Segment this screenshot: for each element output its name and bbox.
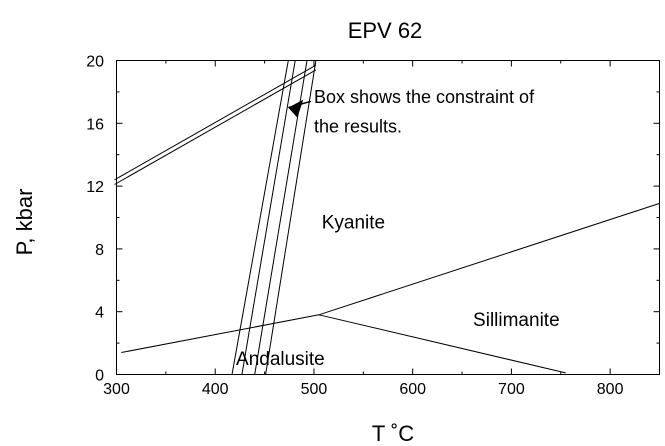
y-tick-label: 8 [95, 242, 104, 259]
y-axis-label: P, kbar [12, 189, 37, 256]
plot-frame [116, 60, 660, 375]
arrow-head [288, 99, 304, 118]
x-tick-label: 600 [399, 381, 426, 398]
boundary-line-6 [241, 60, 296, 375]
annotation-label: Sillimanite [473, 310, 560, 331]
y-tick-label: 4 [95, 305, 104, 322]
region-labels: Kyanite Sillimanite Andalusite Box shows th… [236, 87, 560, 370]
boundary-line-4 [114, 64, 317, 181]
y-tick-label: 20 [86, 54, 104, 71]
boundary-line-8 [265, 60, 317, 375]
axis-ticks: 300 400 500 600 700 800 0 4 8 12 16 20 [86, 54, 660, 398]
annotation-label: Kyanite [322, 212, 385, 233]
phase-boundaries [114, 60, 660, 375]
y-tick-label: 16 [86, 116, 104, 133]
x-tick-label: 700 [498, 381, 525, 398]
chart-title: EPV 62 [348, 18, 423, 43]
boundary-line-3 [114, 69, 317, 185]
annotation-label: Box shows the constraint of [314, 87, 535, 107]
boundary-line-1 [121, 202, 660, 353]
x-tick-label: 400 [202, 381, 229, 398]
x-tick-label: 500 [301, 381, 328, 398]
x-axis-label: T ˚C [372, 421, 414, 446]
x-tick-label: 800 [597, 381, 624, 398]
boundary-line-5 [231, 60, 289, 375]
y-tick-label: 12 [86, 179, 104, 196]
annotation-label: the results. [314, 117, 402, 137]
y-tick-label: 0 [95, 368, 104, 385]
boundary-line-2 [318, 314, 566, 374]
x-tick-label: 300 [103, 381, 130, 398]
annotation-label: Andalusite [236, 349, 325, 370]
